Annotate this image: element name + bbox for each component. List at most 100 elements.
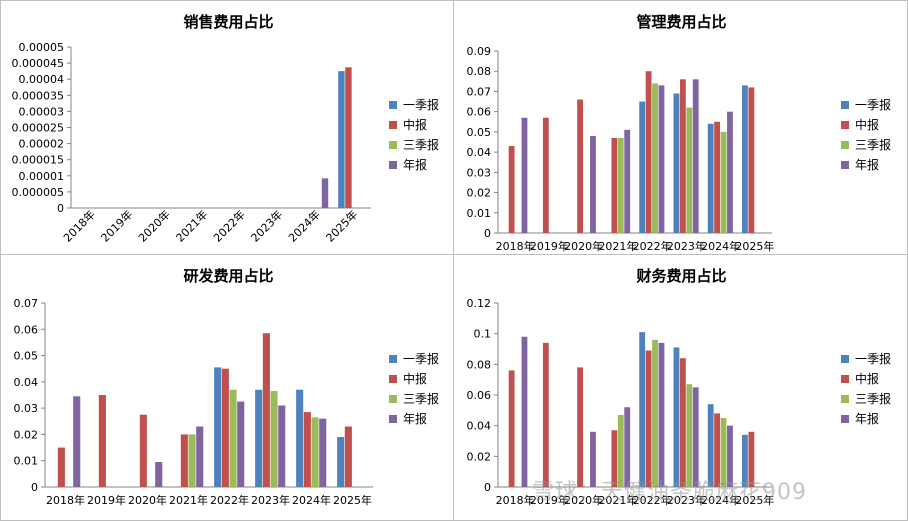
x-tick-label: 2023年	[251, 493, 290, 507]
y-tick-label: 0.01	[14, 455, 39, 468]
y-tick-label: 0.03	[14, 402, 39, 415]
y-tick-label: 0.04	[467, 420, 492, 433]
y-tick-label: 0.00002	[19, 138, 65, 151]
bar-中报	[303, 412, 311, 487]
bar-年报	[590, 431, 596, 487]
bar-一季报	[707, 123, 714, 233]
bar-三季报	[617, 137, 624, 233]
bar-年报	[237, 401, 245, 487]
bar-三季报	[270, 391, 278, 487]
legend-swatch	[389, 375, 397, 383]
bar-一季报	[639, 101, 646, 233]
legend-label: 年报	[403, 411, 427, 426]
legend-swatch	[841, 161, 849, 169]
bar-中报	[611, 430, 618, 487]
bar-中报	[645, 71, 652, 233]
y-tick-label: 0.000035	[12, 89, 65, 102]
bar-一季报	[673, 93, 680, 233]
legend-label: 年报	[855, 157, 879, 172]
y-tick-label: 0.05	[14, 350, 39, 363]
x-tick-label: 2024年	[701, 239, 740, 253]
bar-三季报	[720, 418, 727, 487]
bar-年报	[692, 387, 699, 487]
legend-swatch	[841, 415, 849, 423]
x-tick-label: 2023年	[667, 239, 706, 253]
bar-年报	[624, 407, 631, 487]
chart-title: 管理费用占比	[636, 13, 726, 31]
bar-年报	[321, 178, 329, 208]
y-tick-label: 0	[484, 481, 491, 494]
y-tick-label: 0.04	[14, 376, 39, 389]
y-tick-label: 0.01	[467, 207, 492, 220]
legend-label: 三季报	[855, 137, 891, 152]
y-tick-label: 0.12	[467, 297, 492, 310]
y-tick-label: 0.00003	[19, 105, 65, 118]
legend-swatch	[389, 141, 397, 149]
x-tick-label: 2022年	[210, 207, 247, 244]
y-tick-label: 0.00005	[19, 41, 65, 54]
y-tick-label: 0.000025	[12, 122, 65, 135]
bar-年报	[658, 342, 665, 487]
y-tick-label: 0.08	[467, 358, 492, 371]
bar-三季报	[720, 131, 727, 233]
y-tick-label: 0.00001	[19, 170, 65, 183]
bar-中报	[508, 146, 515, 233]
legend-label: 三季报	[403, 391, 439, 406]
bar-一季报	[673, 347, 680, 487]
legend-swatch	[389, 395, 397, 403]
bar-年报	[624, 129, 631, 233]
legend-swatch	[841, 101, 849, 109]
y-tick-label: 0	[57, 202, 64, 215]
y-tick-label: 0.06	[467, 106, 492, 119]
bar-中报	[344, 426, 352, 487]
y-tick-label: 0.05	[467, 126, 492, 139]
bar-一季报	[296, 389, 304, 487]
chart-svg: 财务费用占比 0 0.02 0.04 0.06 0.08 0.1 0.12 2018年2019年…	[467, 267, 892, 507]
legend-swatch	[841, 141, 849, 149]
legend-label: 一季报	[855, 97, 891, 112]
y-tick-label: 0.06	[14, 323, 39, 336]
x-tick-label: 2022年	[633, 239, 672, 253]
bar-中报	[508, 370, 515, 487]
y-tick-label: 0.000045	[12, 57, 65, 70]
bar-中报	[645, 350, 652, 487]
x-tick-label: 2021年	[598, 493, 637, 507]
bar-一季报	[742, 85, 748, 233]
bar-中报	[748, 87, 755, 234]
x-tick-label: 2025年	[323, 207, 360, 244]
x-tick-label: 2020年	[128, 493, 167, 507]
bar-三季报	[686, 384, 693, 487]
bar-中报	[679, 358, 686, 487]
chart-panel-sales-expense: 销售费用占比 0 0.000005 0.00001 0.000015 0.00002 0.0…	[0, 0, 455, 256]
bar-年报	[590, 135, 596, 233]
y-tick-label: 0.09	[467, 45, 492, 58]
y-tick-label: 0.08	[467, 65, 492, 78]
bar-年报	[658, 85, 665, 233]
bar-年报	[319, 418, 327, 487]
bar-三季报	[311, 417, 319, 487]
y-tick-label: 0	[31, 481, 38, 494]
bar-三季报	[617, 414, 624, 487]
legend-label: 中报	[855, 371, 879, 386]
legend-swatch	[841, 375, 849, 383]
bar-中报	[180, 434, 188, 487]
y-tick-label: 0.03	[467, 166, 492, 179]
x-tick-label: 2025年	[333, 493, 372, 507]
x-tick-label: 2019年	[87, 493, 126, 507]
bar-三季报	[686, 107, 693, 233]
bar-年报	[278, 405, 286, 487]
chart-panel-rnd-expense: 研发费用占比 0 0.01 0.02 0.03 0.04 0.05 0.06 0.07 2018年…	[0, 254, 455, 521]
x-tick-label: 2024年	[285, 207, 322, 244]
bar-年报	[521, 117, 528, 233]
x-tick-label: 2022年	[633, 493, 672, 507]
legend-swatch	[841, 395, 849, 403]
bar-年报	[521, 336, 528, 487]
chart-svg: 销售费用占比 0 0.000005 0.00001 0.000015 0.00002 0.0…	[12, 13, 440, 245]
bar-一季报	[338, 71, 345, 209]
x-tick-label: 2020年	[135, 207, 172, 244]
bar-中报	[679, 79, 686, 233]
y-tick-label: 0.02	[467, 187, 492, 200]
bar-年报	[73, 396, 81, 487]
bar-一季报	[255, 389, 263, 487]
y-tick-label: 0.00004	[19, 73, 65, 86]
